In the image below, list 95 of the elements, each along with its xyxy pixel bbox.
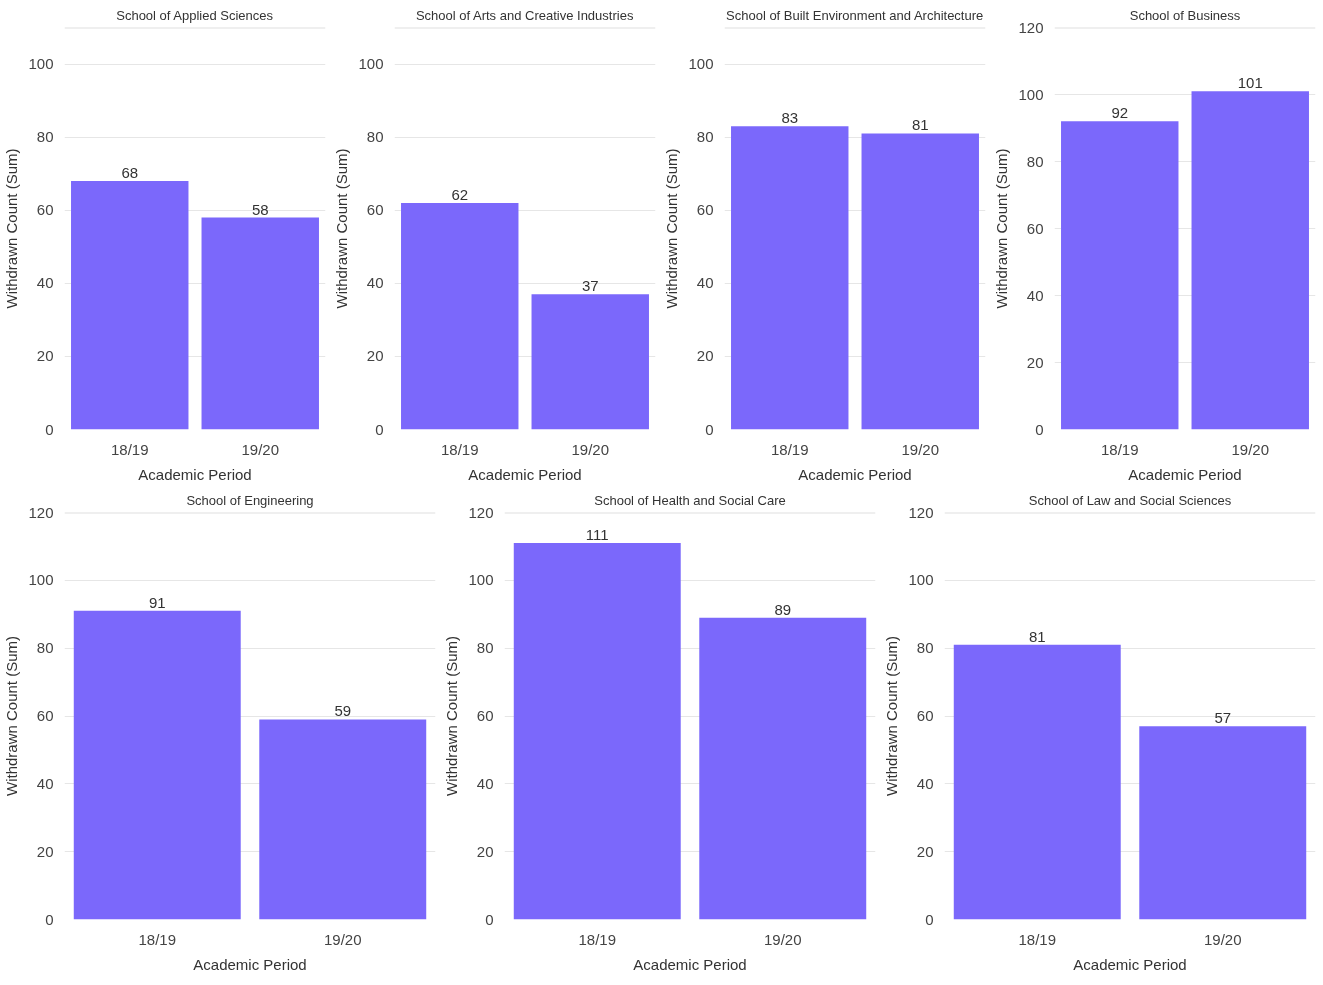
y-tick-label: 40 [36, 774, 54, 792]
x-axis-title: Academic Period [1073, 955, 1187, 973]
y-tick-label: 120 [908, 503, 934, 521]
y-tick-label: 0 [1035, 420, 1044, 438]
x-tick-label: 18/19 [578, 930, 617, 948]
x-tick-label: 19/20 [901, 440, 940, 458]
y-tick-label: 80 [696, 128, 714, 146]
y-tick-label: 0 [45, 420, 54, 438]
y-tick-label: 120 [28, 503, 54, 521]
chart-title: School of Engineering [186, 492, 314, 508]
y-tick-label: 40 [1026, 286, 1044, 304]
x-tick-label: 19/20 [1203, 930, 1242, 948]
x-axis-title: Academic Period [633, 955, 747, 973]
data-label: 59 [334, 702, 352, 720]
chart-title: School of Law and Social Sciences [1028, 492, 1232, 508]
chart-title: School of Built Environment and Architecture [726, 7, 984, 23]
chart-title: School of Arts and Creative Industries [415, 7, 634, 23]
y-tick-label: 60 [36, 201, 54, 219]
y-tick-label: 100 [28, 571, 54, 589]
y-tick-label: 20 [696, 347, 714, 365]
data-label: 37 [581, 277, 599, 295]
x-tick-label: 18/19 [1100, 440, 1139, 458]
y-tick-label: 80 [1026, 152, 1044, 170]
x-axis-title: Academic Period [193, 955, 307, 973]
y-axis-title: Withdrawn Count (Sum) [443, 635, 461, 797]
data-label: 91 [148, 593, 166, 611]
y-tick-label: 0 [375, 420, 384, 438]
y-tick-label: 100 [468, 571, 494, 589]
data-label: 58 [251, 200, 269, 218]
x-tick-label: 19/20 [1231, 440, 1270, 458]
y-tick-label: 80 [36, 128, 54, 146]
y-tick-label: 0 [485, 910, 494, 928]
y-tick-label: 40 [366, 274, 384, 292]
y-tick-label: 60 [696, 201, 714, 219]
data-label: 57 [1214, 709, 1232, 727]
y-tick-label: 60 [1026, 219, 1044, 237]
y-tick-label: 60 [476, 707, 494, 724]
y-tick-label: 100 [358, 55, 384, 73]
x-tick-label: 18/19 [440, 440, 479, 458]
x-tick-label: 19/20 [763, 930, 802, 948]
y-tick-label: 40 [696, 274, 714, 292]
y-tick-label: 120 [468, 503, 494, 521]
data-label: 83 [781, 109, 799, 127]
y-tick-label: 80 [916, 639, 934, 657]
y-tick-label: 60 [916, 707, 934, 724]
y-tick-label: 40 [36, 274, 54, 292]
x-tick-label: 18/19 [770, 440, 809, 458]
y-tick-label: 80 [476, 639, 494, 657]
data-label: 68 [121, 163, 139, 181]
y-axis-title: Withdrawn Count (Sum) [663, 148, 681, 309]
x-tick-label: 19/20 [241, 440, 280, 458]
x-axis-title: Academic Period [798, 465, 912, 483]
y-axis-title: Withdrawn Count (Sum) [993, 148, 1011, 309]
data-label: 101 [1237, 74, 1263, 92]
y-tick-label: 60 [36, 707, 54, 724]
y-tick-label: 20 [366, 347, 384, 365]
data-label: 111 [585, 526, 609, 544]
y-tick-label: 80 [366, 128, 384, 146]
data-label: 89 [774, 600, 792, 618]
y-tick-label: 120 [1018, 18, 1044, 36]
y-axis-title: Withdrawn Count (Sum) [883, 635, 901, 797]
x-tick-label: 18/19 [138, 930, 177, 948]
y-tick-label: 80 [36, 639, 54, 657]
chart-title: School of Health and Social Care [594, 492, 786, 508]
data-label: 81 [1028, 627, 1046, 645]
data-label: 92 [1111, 104, 1129, 122]
x-axis-title: Academic Period [138, 465, 252, 483]
y-tick-label: 100 [1018, 85, 1044, 103]
y-tick-label: 60 [366, 201, 384, 219]
y-tick-label: 20 [1026, 353, 1044, 371]
data-label: 62 [451, 185, 469, 203]
x-tick-label: 18/19 [1018, 930, 1057, 948]
y-axis-title: Withdrawn Count (Sum) [3, 635, 21, 797]
y-tick-label: 20 [916, 842, 934, 860]
y-tick-label: 100 [688, 55, 714, 73]
y-tick-label: 0 [705, 420, 714, 438]
y-tick-label: 100 [908, 571, 934, 589]
data-label: 81 [911, 116, 929, 134]
y-axis-title: Withdrawn Count (Sum) [3, 148, 21, 309]
x-tick-label: 19/20 [323, 930, 362, 948]
y-tick-label: 40 [476, 774, 494, 792]
x-axis-title: Academic Period [1128, 465, 1242, 483]
y-tick-label: 40 [916, 774, 934, 792]
y-axis-title: Withdrawn Count (Sum) [333, 148, 351, 309]
x-tick-label: 19/20 [571, 440, 610, 458]
chart-title: School of Business [1129, 7, 1241, 23]
y-tick-label: 20 [476, 842, 494, 860]
x-tick-label: 18/19 [110, 440, 149, 458]
y-tick-label: 20 [36, 347, 54, 365]
chart-title: School of Applied Sciences [116, 7, 274, 23]
y-tick-label: 0 [925, 910, 934, 928]
y-tick-label: 20 [36, 842, 54, 860]
y-tick-label: 100 [28, 55, 54, 73]
y-tick-label: 0 [45, 910, 54, 928]
x-axis-title: Academic Period [468, 465, 582, 483]
